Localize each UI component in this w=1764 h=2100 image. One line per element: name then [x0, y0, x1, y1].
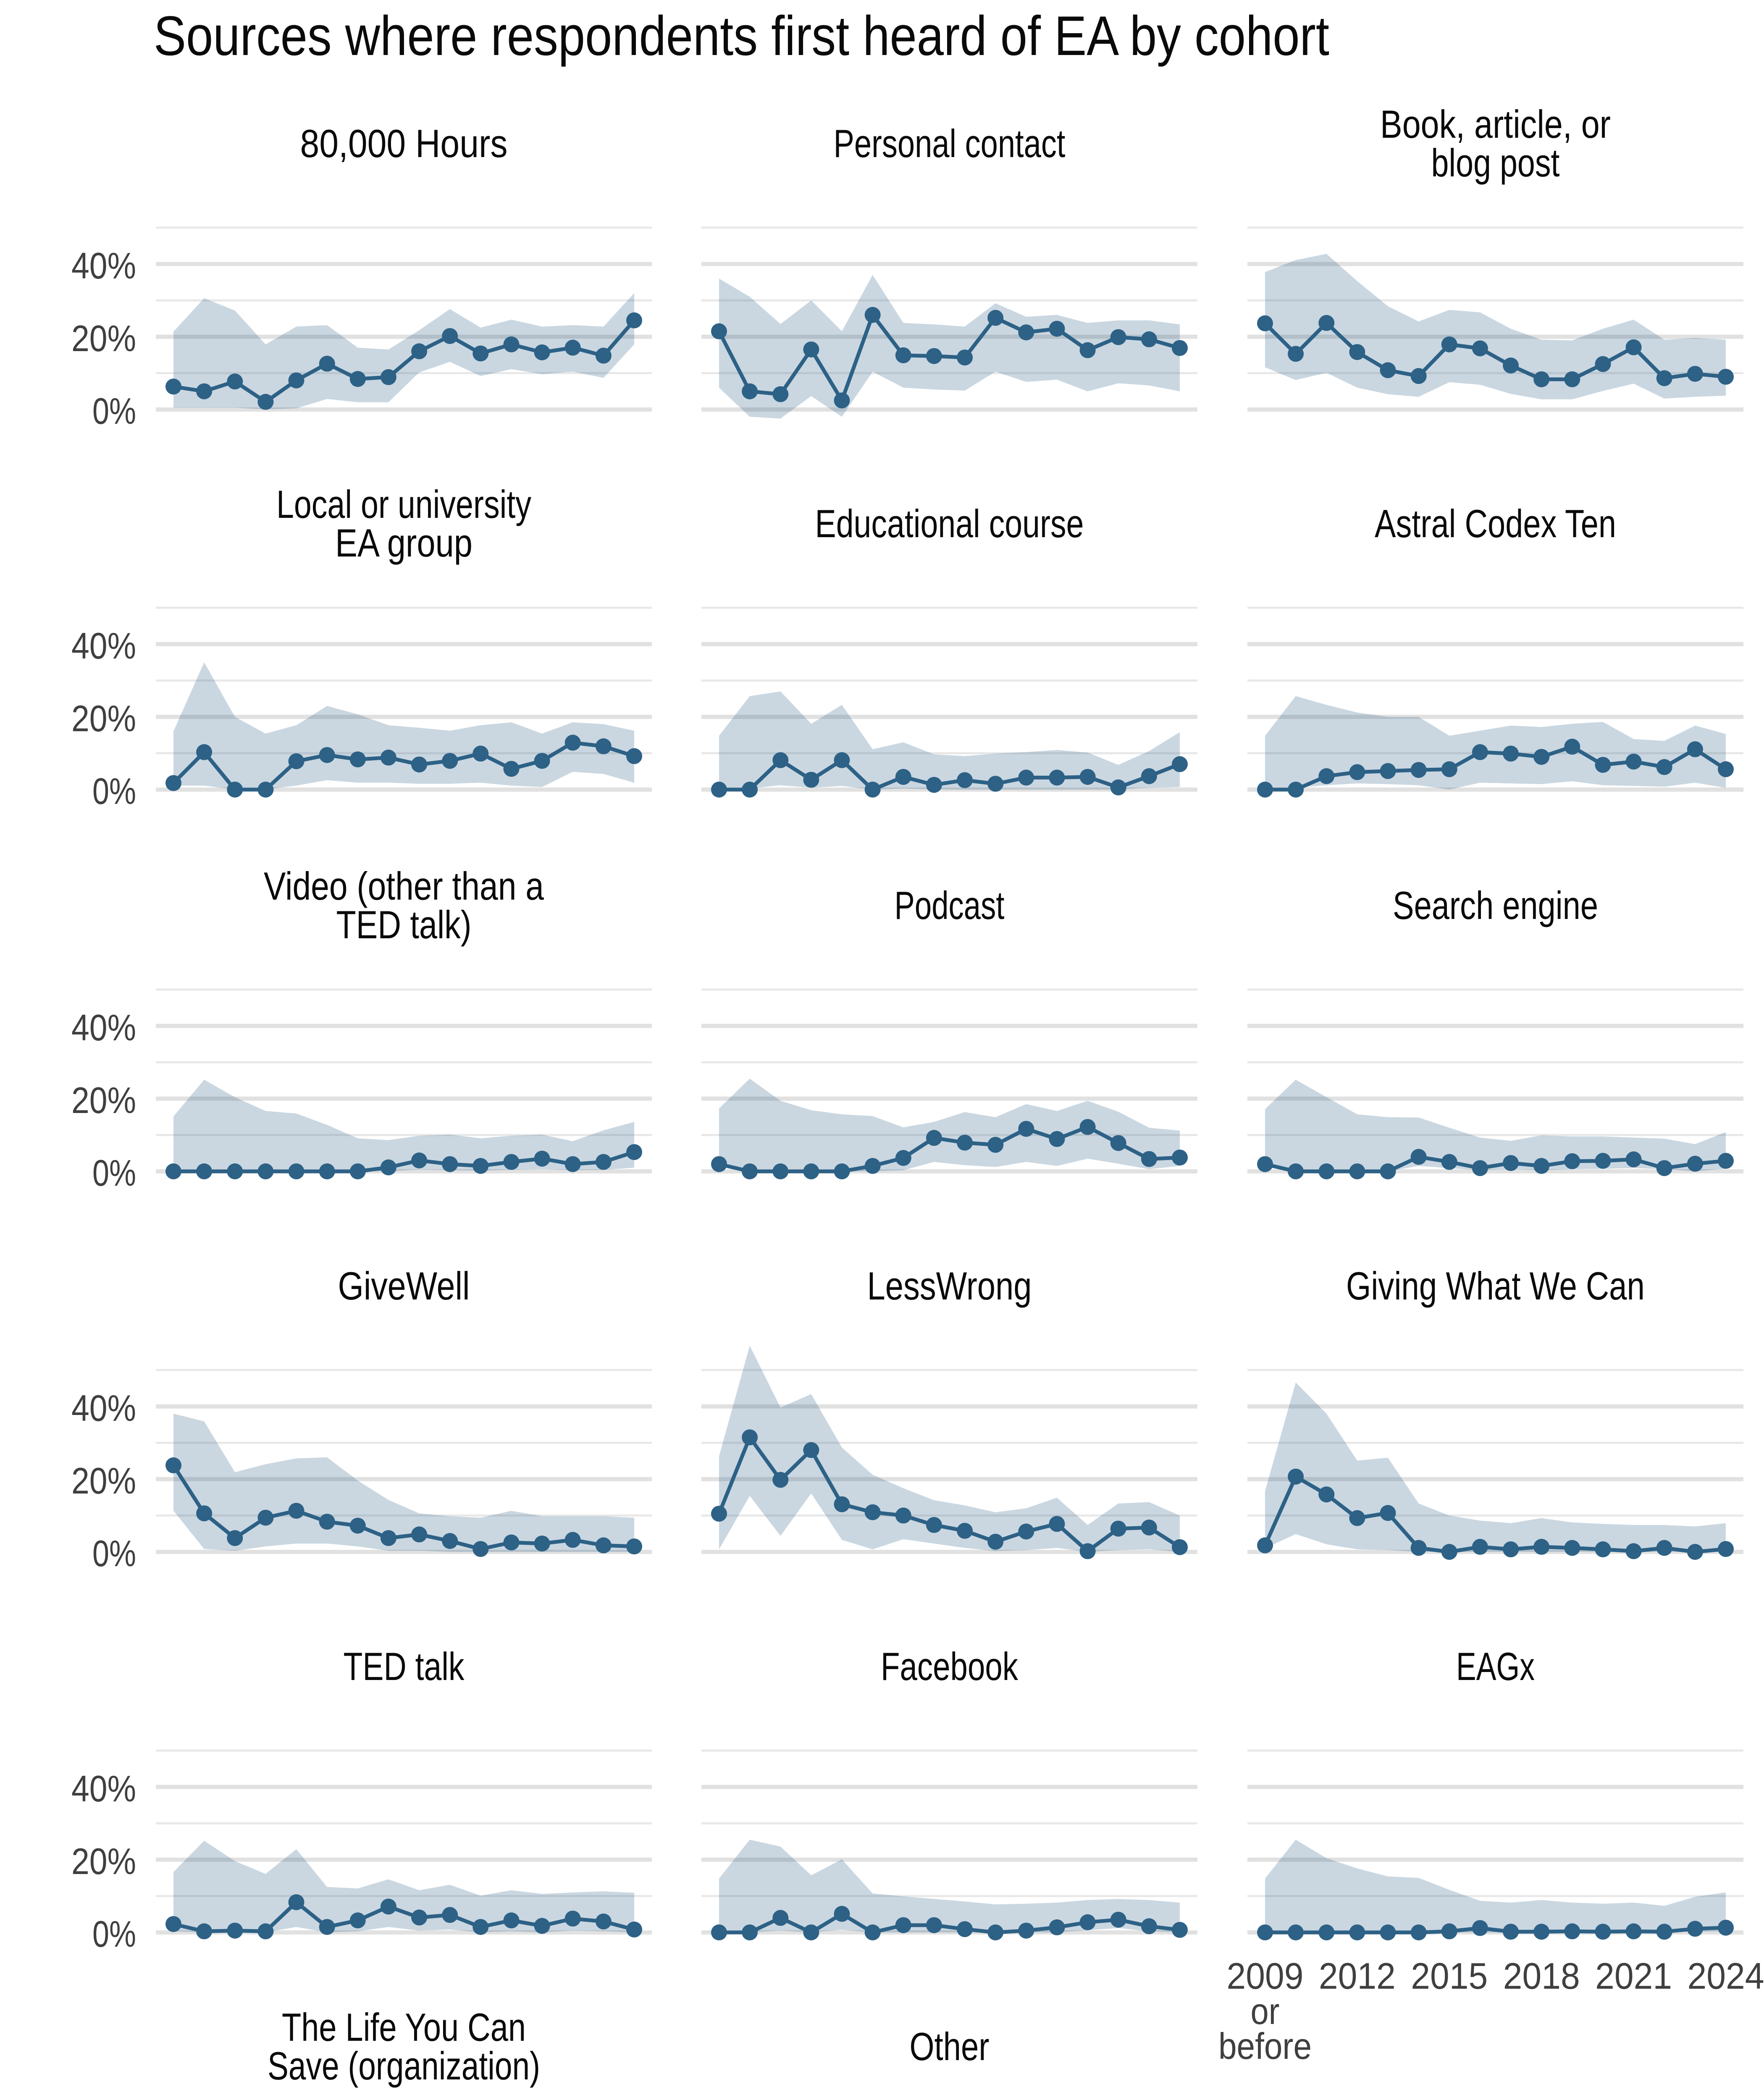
svg-text:2009: 2009 [1227, 1955, 1304, 1997]
svg-text:20%: 20% [71, 1460, 136, 1502]
svg-text:Video (other than a: Video (other than a [264, 864, 544, 908]
svg-text:20%: 20% [71, 1840, 136, 1882]
svg-text:The Life You Can: The Life You Can [282, 2005, 526, 2049]
svg-text:40%: 40% [71, 1768, 136, 1809]
svg-text:20%: 20% [71, 1079, 136, 1121]
svg-text:TED talk): TED talk) [336, 903, 472, 947]
svg-text:0%: 0% [92, 390, 136, 432]
svg-text:2012: 2012 [1319, 1955, 1396, 1997]
svg-text:40%: 40% [71, 1387, 136, 1429]
svg-text:LessWrong: LessWrong [867, 1264, 1032, 1308]
svg-text:2015: 2015 [1411, 1955, 1488, 1997]
svg-text:80,000 Hours: 80,000 Hours [300, 121, 508, 165]
svg-text:Search engine: Search engine [1393, 883, 1598, 927]
svg-text:0%: 0% [92, 1913, 136, 1955]
svg-text:Book, article, or: Book, article, or [1380, 102, 1611, 146]
svg-text:0%: 0% [92, 1533, 136, 1574]
svg-text:EAGx: EAGx [1456, 1644, 1535, 1688]
svg-text:EA group: EA group [335, 521, 472, 565]
svg-text:40%: 40% [71, 625, 136, 667]
svg-text:or: or [1251, 1990, 1280, 2032]
svg-text:2024: 2024 [1688, 1955, 1764, 1997]
svg-text:TED talk: TED talk [344, 1644, 465, 1688]
svg-text:Podcast: Podcast [895, 883, 1005, 927]
svg-text:Educational course: Educational course [815, 501, 1084, 546]
svg-text:Local or university: Local or university [276, 482, 531, 526]
svg-text:20%: 20% [71, 698, 136, 739]
svg-text:before: before [1218, 2025, 1312, 2067]
svg-text:GiveWell: GiveWell [338, 1264, 470, 1308]
svg-text:Other: Other [910, 2024, 990, 2068]
svg-text:2021: 2021 [1595, 1955, 1672, 1997]
svg-text:2018: 2018 [1503, 1955, 1580, 1997]
svg-text:Giving What We Can: Giving What We Can [1346, 1264, 1645, 1308]
svg-text:20%: 20% [71, 318, 136, 359]
svg-text:Sources where respondents firs: Sources where respondents first heard of… [154, 5, 1329, 67]
svg-text:Astral Codex Ten: Astral Codex Ten [1375, 501, 1616, 546]
svg-text:Save (organization): Save (organization) [268, 2044, 540, 2088]
svg-text:Facebook: Facebook [881, 1644, 1018, 1688]
svg-text:40%: 40% [71, 1007, 136, 1048]
svg-text:0%: 0% [92, 1152, 136, 1194]
svg-text:blog post: blog post [1431, 141, 1560, 185]
svg-text:0%: 0% [92, 770, 136, 812]
svg-text:Personal contact: Personal contact [834, 121, 1066, 165]
svg-text:40%: 40% [71, 245, 136, 286]
